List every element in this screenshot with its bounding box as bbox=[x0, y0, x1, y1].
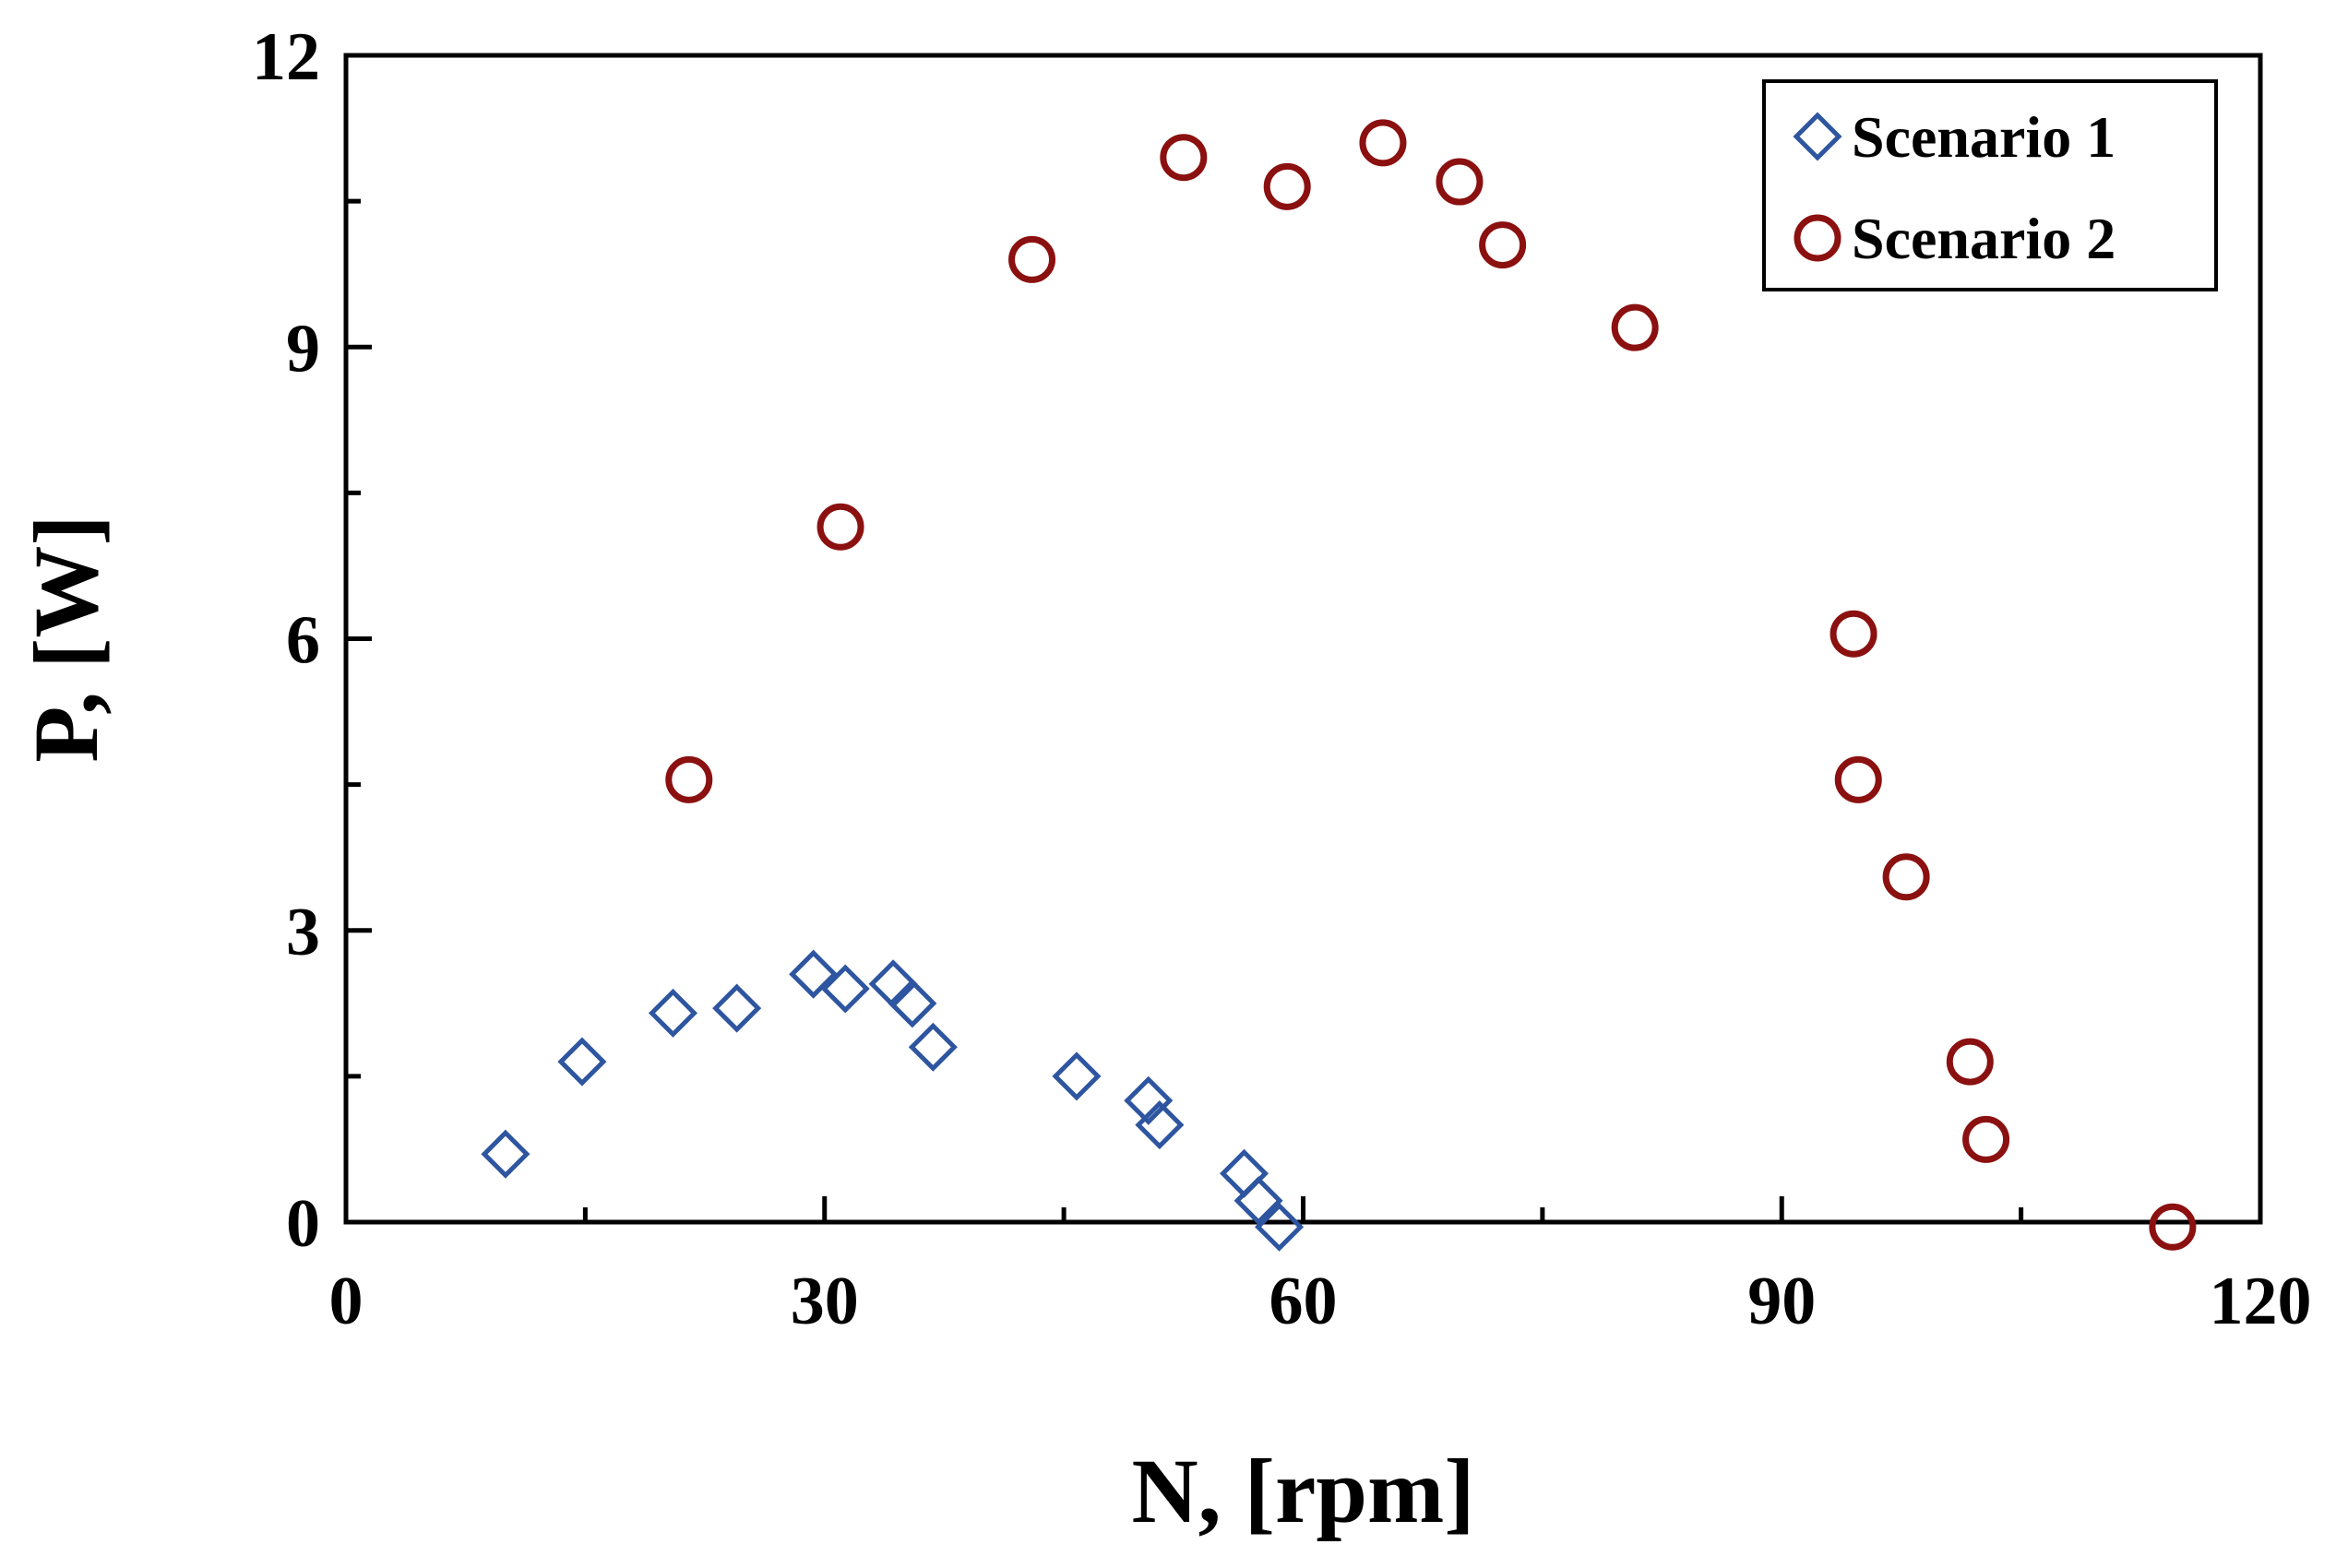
series-2-point bbox=[1611, 303, 1659, 351]
y-tick-label: 6 bbox=[286, 603, 320, 679]
x-tick-label: 30 bbox=[791, 1264, 859, 1339]
series-2-point bbox=[1946, 1038, 1994, 1086]
legend-label: Scenario 1 bbox=[1852, 104, 2116, 170]
series-1-point bbox=[789, 949, 839, 999]
series-2-point bbox=[1479, 221, 1527, 269]
series-2-point bbox=[1263, 162, 1311, 210]
legend-marker bbox=[1793, 112, 1842, 161]
series-1-point bbox=[820, 964, 870, 1014]
y-tick-label: 3 bbox=[286, 895, 320, 970]
legend-entry: Scenario 1 bbox=[1793, 104, 2116, 170]
legend-entries: Scenario 1 Scenario 2 bbox=[1793, 104, 2116, 271]
series-2-point bbox=[1359, 119, 1407, 167]
series-2 bbox=[665, 119, 2197, 1251]
y-tick-label: 12 bbox=[252, 19, 320, 95]
series-1-point bbox=[1234, 1176, 1283, 1226]
axis-ticks bbox=[346, 198, 2024, 1222]
series-1-point bbox=[648, 988, 698, 1038]
series-2-point bbox=[1882, 853, 1930, 901]
series-1-point bbox=[712, 983, 762, 1033]
y-axis-title: P, [W] bbox=[15, 515, 117, 763]
x-axis-title: N, [rpm] bbox=[1131, 1440, 1474, 1542]
legend-label: Scenario 2 bbox=[1852, 206, 2116, 271]
series-2-point bbox=[1834, 755, 1882, 803]
series-2-point bbox=[816, 503, 864, 551]
series-1-point bbox=[1135, 1100, 1185, 1150]
plot-area-frame bbox=[343, 53, 2263, 1225]
x-tick-label: 90 bbox=[1747, 1264, 1816, 1339]
x-tick-label: 120 bbox=[2210, 1264, 2312, 1339]
series-1-point bbox=[888, 979, 937, 1028]
tick-labels: 0 30 60 90 120 0 3 6 9 12 bbox=[252, 19, 2312, 1339]
series-2-point bbox=[665, 755, 713, 803]
legend: Scenario 1 Scenario 2 bbox=[1762, 79, 2218, 291]
legend-marker bbox=[1794, 214, 1841, 262]
y-tick-label: 0 bbox=[286, 1186, 320, 1262]
series-2-point bbox=[2149, 1203, 2197, 1251]
series-1-point bbox=[557, 1037, 607, 1087]
series-2-point bbox=[1160, 134, 1208, 182]
series-2-point bbox=[1436, 158, 1484, 206]
series-2-point bbox=[1008, 235, 1056, 283]
series-1-point bbox=[908, 1022, 958, 1072]
series-1 bbox=[481, 949, 1305, 1252]
y-tick-label: 9 bbox=[286, 311, 320, 386]
series-1-point bbox=[1124, 1075, 1174, 1125]
series-1-point bbox=[1052, 1051, 1102, 1101]
series-2-point bbox=[1962, 1115, 2010, 1163]
series-1-point bbox=[481, 1129, 530, 1179]
x-tick-label: 60 bbox=[1269, 1264, 1338, 1339]
legend-box bbox=[1762, 79, 2218, 291]
legend-entry: Scenario 2 bbox=[1794, 206, 2116, 271]
x-tick-label: 0 bbox=[329, 1264, 364, 1339]
series-1-point bbox=[1255, 1202, 1305, 1252]
data-points bbox=[481, 119, 2197, 1252]
series-2-point bbox=[1829, 610, 1877, 658]
